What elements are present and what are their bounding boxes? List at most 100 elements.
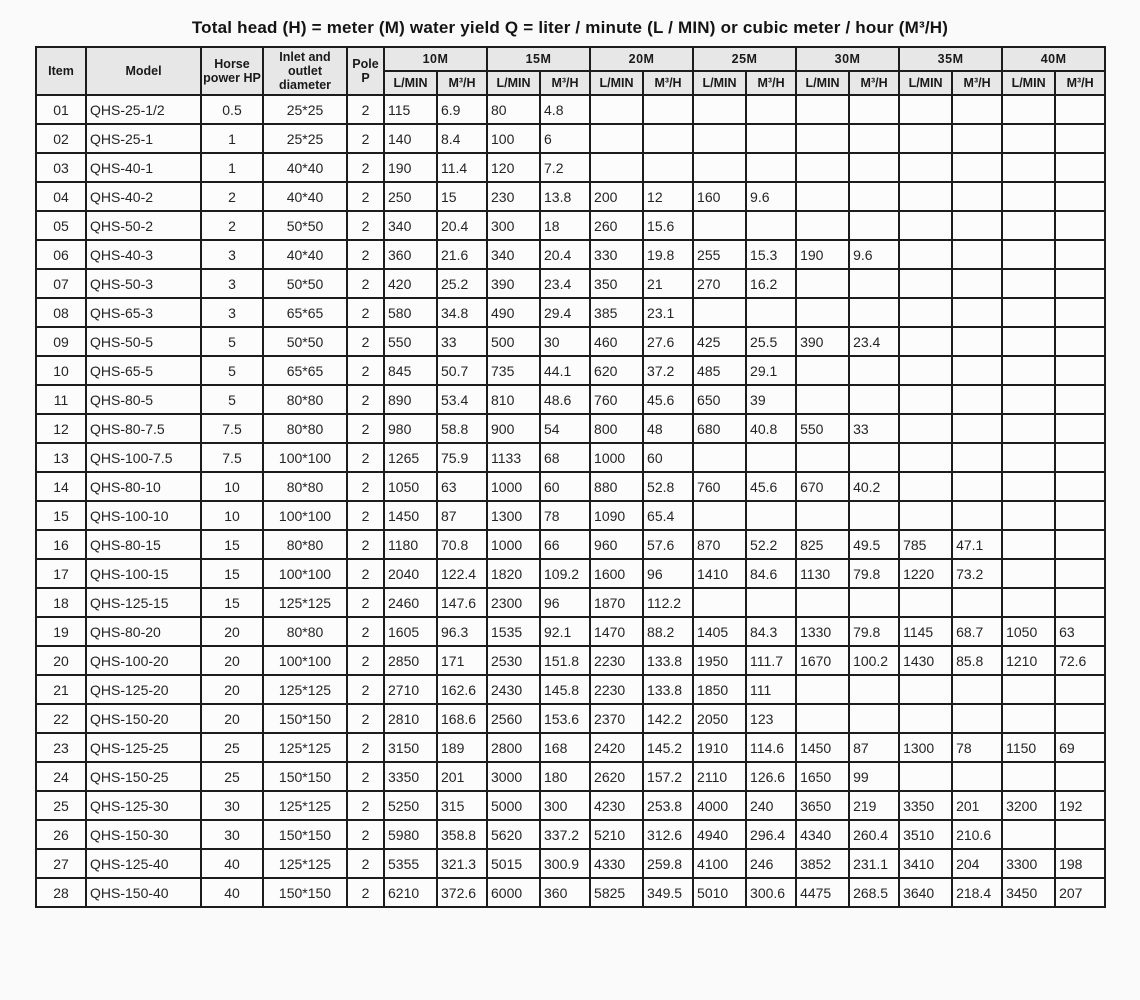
cell-value: 39 bbox=[745, 384, 798, 415]
cell-value: 1650 bbox=[795, 761, 851, 792]
cell-value: 87 bbox=[435, 500, 489, 531]
cell-value: 23.4 bbox=[848, 326, 901, 357]
cell-value bbox=[898, 239, 954, 270]
cell-value: 312.6 bbox=[642, 819, 695, 850]
cell-value: 2620 bbox=[589, 761, 645, 792]
cell-hp: 5 bbox=[200, 384, 264, 415]
subcol-header-m3h: M³/H bbox=[435, 70, 489, 96]
cell-value: 1950 bbox=[692, 645, 748, 676]
cell-hp: 5 bbox=[200, 355, 264, 386]
cell-value: 23.1 bbox=[642, 297, 695, 328]
cell-value: 160 bbox=[692, 181, 748, 212]
cell-item: 04 bbox=[35, 181, 87, 212]
cell-value: 157.2 bbox=[642, 761, 695, 792]
table-row: 11 QHS-80-5 5 80*80 2 890 53.4 810 48.6 760 45.6 65… bbox=[35, 384, 1107, 415]
cell-value bbox=[692, 587, 748, 618]
cell-value bbox=[1001, 94, 1057, 125]
table-row: 27 QHS-125-40 40 125*125 2 5355 321.3 5015 300.9… bbox=[35, 848, 1107, 879]
cell-value: 15.6 bbox=[642, 210, 695, 241]
cell-value: 133.8 bbox=[642, 674, 695, 705]
cell-value: 1910 bbox=[692, 732, 748, 763]
cell-value: 5355 bbox=[383, 848, 438, 879]
subcol-header-m3h: M³/H bbox=[951, 70, 1004, 96]
cell-value bbox=[745, 500, 798, 531]
cell-value: 192 bbox=[1054, 790, 1107, 821]
cell-value: 126.6 bbox=[745, 761, 798, 792]
cell-value: 20.4 bbox=[539, 239, 592, 270]
cell-hp: 40 bbox=[200, 848, 264, 879]
cell-value: 52.8 bbox=[642, 471, 695, 502]
cell-inlet: 150*150 bbox=[262, 819, 348, 850]
cell-inlet: 25*25 bbox=[262, 123, 348, 154]
cell-value: 100.2 bbox=[848, 645, 901, 676]
cell-item: 09 bbox=[35, 326, 87, 357]
cell-value: 79.8 bbox=[848, 558, 901, 589]
cell-value bbox=[898, 761, 954, 792]
cell-value bbox=[951, 326, 1004, 357]
cell-value: 7.2 bbox=[539, 152, 592, 183]
cell-value: 340 bbox=[486, 239, 542, 270]
cell-value: 16.2 bbox=[745, 268, 798, 299]
cell-value bbox=[898, 674, 954, 705]
cell-value bbox=[951, 471, 1004, 502]
cell-value: 330 bbox=[589, 239, 645, 270]
cell-value bbox=[1054, 558, 1107, 589]
cell-value bbox=[1054, 384, 1107, 415]
table-row: 14 QHS-80-10 10 80*80 2 1050 63 1000 60 880 52.8 76… bbox=[35, 471, 1107, 502]
cell-value: 5250 bbox=[383, 790, 438, 821]
cell-value bbox=[848, 442, 901, 473]
table-row: 19 QHS-80-20 20 80*80 2 1605 96.3 1535 92.1 1470 8… bbox=[35, 616, 1107, 647]
cell-value bbox=[1001, 355, 1057, 386]
cell-value: 48 bbox=[642, 413, 695, 444]
cell-value bbox=[898, 123, 954, 154]
cell-inlet: 125*125 bbox=[262, 587, 348, 618]
cell-item: 01 bbox=[35, 94, 87, 125]
cell-inlet: 80*80 bbox=[262, 384, 348, 415]
cell-value bbox=[898, 413, 954, 444]
cell-value: 58.8 bbox=[435, 413, 489, 444]
cell-value: 5825 bbox=[589, 877, 645, 908]
cell-value: 1000 bbox=[589, 442, 645, 473]
cell-value: 204 bbox=[951, 848, 1004, 879]
cell-value: 66 bbox=[539, 529, 592, 560]
col-header-model: Model bbox=[85, 46, 202, 96]
cell-value: 425 bbox=[692, 326, 748, 357]
cell-item: 03 bbox=[35, 152, 87, 183]
cell-value: 4330 bbox=[589, 848, 645, 879]
cell-value: 21 bbox=[642, 268, 695, 299]
cell-value bbox=[1001, 442, 1057, 473]
table-row: 21 QHS-125-20 20 125*125 2 2710 162.6 2430 145.8… bbox=[35, 674, 1107, 705]
head-column-25m: 25M bbox=[692, 46, 798, 72]
cell-item: 10 bbox=[35, 355, 87, 386]
cell-value: 123 bbox=[745, 703, 798, 734]
cell-value: 4000 bbox=[692, 790, 748, 821]
cell-value: 27.6 bbox=[642, 326, 695, 357]
cell-item: 17 bbox=[35, 558, 87, 589]
cell-value: 1450 bbox=[383, 500, 438, 531]
cell-item: 13 bbox=[35, 442, 87, 473]
cell-item: 11 bbox=[35, 384, 87, 415]
cell-value: 12 bbox=[642, 181, 695, 212]
cell-value bbox=[1054, 819, 1107, 850]
cell-model: QHS-125-25 bbox=[85, 732, 202, 763]
table-row: 07 QHS-50-3 3 50*50 2 420 25.2 390 23.4 350 21 270 1… bbox=[35, 268, 1107, 299]
cell-value bbox=[795, 384, 851, 415]
cell-pole: 2 bbox=[346, 268, 385, 299]
cell-value bbox=[1054, 587, 1107, 618]
cell-value bbox=[951, 210, 1004, 241]
cell-hp: 0.5 bbox=[200, 94, 264, 125]
cell-value bbox=[1054, 326, 1107, 357]
cell-value: 87 bbox=[848, 732, 901, 763]
cell-value: 33 bbox=[848, 413, 901, 444]
cell-pole: 2 bbox=[346, 152, 385, 183]
cell-hp: 7.5 bbox=[200, 442, 264, 473]
cell-value bbox=[795, 123, 851, 154]
cell-value: 2850 bbox=[383, 645, 438, 676]
cell-model: QHS-65-3 bbox=[85, 297, 202, 328]
cell-value: 151.8 bbox=[539, 645, 592, 676]
cell-value bbox=[795, 442, 851, 473]
cell-value bbox=[745, 123, 798, 154]
subcol-header-lmin: L/MIN bbox=[898, 70, 954, 96]
cell-inlet: 80*80 bbox=[262, 471, 348, 502]
cell-value: 2040 bbox=[383, 558, 438, 589]
